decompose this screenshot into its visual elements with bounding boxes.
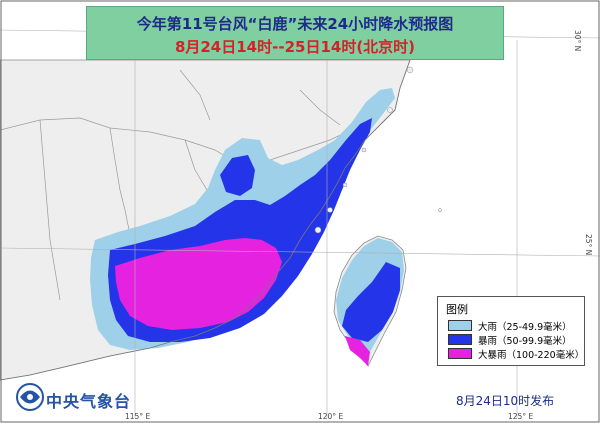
legend-title: 图例 [446,303,468,316]
legend-swatch-torrential-rain [448,348,472,359]
lat-tick-30: 30° N [573,30,582,52]
map-title: 今年第11号台风“白鹿”未来24小时降水预报图 [136,15,454,33]
release-time: 8月24日10时发布 [456,394,555,408]
lon-tick-115: 115° E [125,412,151,421]
torrential-rain-area [115,238,282,330]
legend-label-rainstorm: 暴雨（50-99.9毫米） [478,336,572,347]
lon-tick-125: 125° E [508,412,534,421]
agency-name: 中央气象台 [46,392,132,411]
lat-tick-25: 25° N [584,234,593,256]
map-subtitle: 8月24日14时--25日14时(北京时) [174,38,416,56]
legend-label-torrential-rain: 大暴雨（100-220毫米） [478,350,585,361]
legend-label-heavy-rain: 大雨（25-49.9毫米） [478,322,572,333]
coastline [0,59,411,381]
heavy-rain-area-north [220,155,255,196]
coastal-islands [314,66,442,234]
lon-tick-120: 120° E [318,412,344,421]
legend-swatch-heavy-rain [448,320,472,331]
legend: 图例 大雨（25-49.9毫米） 暴雨（50-99.9毫米） 大暴雨（100-2… [437,296,585,366]
taiwan-torrential-rain-area [345,336,370,366]
legend-swatch-rainstorm [448,334,472,345]
taiwan-rainstorm-area [342,262,400,342]
title-box: 今年第11号台风“白鹿”未来24小时降水预报图 8月24日14时--25日14时… [86,6,504,60]
cma-logo-icon [16,383,44,411]
